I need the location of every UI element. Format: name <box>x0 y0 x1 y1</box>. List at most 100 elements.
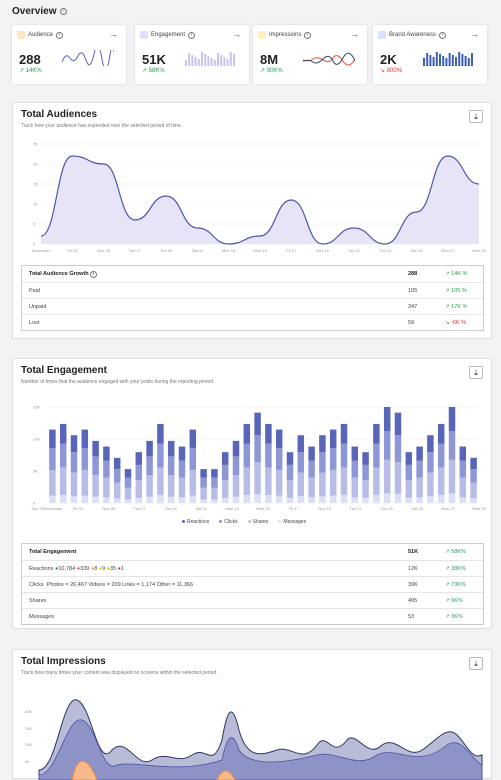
table-row: Messages 53 ↗ 3K% <box>22 608 483 624</box>
bar-segment <box>49 447 56 470</box>
x-tick-label: Mon 13 <box>225 506 239 511</box>
bar-segment <box>394 462 402 494</box>
bar-segment <box>275 447 283 470</box>
card-subtitle: Track how many times your content was di… <box>21 670 218 676</box>
spark-bar <box>223 57 226 66</box>
kpi-card-audience[interactable]: Audience i → 288 ↗ 14K% <box>12 25 126 84</box>
bar-segment <box>362 452 369 465</box>
bar-segment <box>81 429 89 448</box>
bar-segment <box>124 477 132 488</box>
spark-bar <box>464 56 467 66</box>
bar-segment <box>362 464 369 481</box>
bar-segment <box>243 467 251 496</box>
bar-segment <box>373 495 380 503</box>
bar-segment <box>427 496 434 503</box>
bar-segment <box>340 467 348 496</box>
bar-segment <box>394 412 402 436</box>
bar-segment <box>189 447 197 470</box>
bar-segment <box>470 469 477 483</box>
bar-segment <box>232 456 240 476</box>
spark-bar <box>435 52 438 66</box>
svg-text:10K: 10K <box>25 742 32 747</box>
bar-segment <box>221 464 229 481</box>
y-tick-label: 0 <box>33 242 36 247</box>
kpi-sparkbars <box>423 52 473 66</box>
kpi-value: 51K <box>142 52 166 67</box>
info-icon[interactable]: i <box>60 8 68 15</box>
bar-segment <box>437 423 445 444</box>
spark-bar <box>461 54 464 66</box>
bar-segment <box>59 467 67 496</box>
arrow-right-icon[interactable]: → <box>350 29 359 39</box>
trend-up-icon: ↗ 105 % <box>445 288 467 294</box>
kpi-card-brand-awareness[interactable]: Brand Awareness i → 2K ↘ 800% <box>373 25 487 84</box>
bar-segment <box>308 497 315 503</box>
kpi-card-impressions[interactable]: Impressions i → 8M ↗ 90K% <box>253 25 367 84</box>
table-row: Lost 59 ↘ -6K % <box>22 314 483 330</box>
bar-segment <box>297 496 305 503</box>
bar-segment <box>437 495 445 503</box>
trend-up-icon: ↗ 17K % <box>445 304 468 310</box>
kpi-change: ↗ 90K% <box>260 68 283 74</box>
svg-text:20K: 20K <box>25 709 32 714</box>
audience-icon <box>17 31 25 39</box>
x-tick-label: Sat 25 <box>411 248 423 253</box>
bar-segment <box>189 429 197 448</box>
bar-segment <box>383 431 391 460</box>
kpi-card-engagement[interactable]: Engagement i → 51K ↗ 58K% <box>135 25 249 84</box>
bar-segment <box>275 429 283 448</box>
info-icon[interactable]: i <box>90 271 98 278</box>
bar-segment <box>103 477 110 498</box>
bar-segment <box>200 477 207 488</box>
info-icon[interactable]: i <box>304 31 312 39</box>
card-title: Total Audiences <box>21 109 98 120</box>
bar-segment <box>297 435 305 453</box>
bar-segment <box>59 495 67 503</box>
bar-segment <box>200 469 207 478</box>
bar-segment <box>81 447 89 470</box>
bar-segment <box>178 446 186 461</box>
bar-segment <box>49 429 56 448</box>
bar-segment <box>211 499 218 503</box>
info-icon[interactable]: i <box>56 31 64 39</box>
bar-segment <box>103 460 110 478</box>
card-subtitle: Number of times that the audience engage… <box>21 379 215 385</box>
bar-segment <box>70 435 78 453</box>
bar-segment <box>394 493 402 503</box>
bar-segment <box>265 443 272 468</box>
y-tick-label: 10K <box>33 437 40 442</box>
arrow-right-icon[interactable]: → <box>470 29 479 39</box>
x-tick-label: Thu 09 <box>164 506 177 511</box>
bar-segment <box>405 452 413 465</box>
bar-segment <box>351 460 359 478</box>
table-row: Shares 495 ↗ 9K% <box>22 592 483 608</box>
bar-segment <box>243 443 251 468</box>
kpi-label: Impressions <box>269 32 302 38</box>
table-header-row: Total Engagement 51K ↗ 58K% <box>29 549 466 555</box>
download-icon[interactable]: ⤓ <box>469 657 483 670</box>
info-icon[interactable]: i <box>188 31 196 39</box>
bar-segment <box>167 496 175 503</box>
download-icon[interactable]: ⤓ <box>469 366 483 379</box>
spark-bar <box>213 60 216 66</box>
bar-segment <box>470 482 477 499</box>
arrow-right-icon[interactable]: → <box>232 29 241 39</box>
bar-segment <box>405 480 413 498</box>
info-icon[interactable]: i <box>438 31 446 39</box>
spark-bar <box>442 56 445 66</box>
trend-up-icon: ↗ 14K % <box>445 271 468 277</box>
kpi-value: 8M <box>260 52 279 67</box>
engagement-legend: Reactions Clicks Shares Messages <box>182 519 306 525</box>
bar-segment <box>383 493 391 503</box>
y-tick-label: 0 <box>33 501 36 506</box>
y-tick-label: 15K <box>33 405 40 410</box>
bar-segment <box>157 423 164 444</box>
bar-segment <box>448 431 456 460</box>
spark-bar <box>439 54 441 66</box>
bar-segment <box>243 495 251 503</box>
download-icon[interactable]: ⤓ <box>469 110 483 123</box>
arrow-right-icon[interactable]: → <box>109 29 118 39</box>
svg-text:15K: 15K <box>25 726 32 731</box>
bar-segment <box>308 446 315 461</box>
bar-segment <box>211 477 218 488</box>
